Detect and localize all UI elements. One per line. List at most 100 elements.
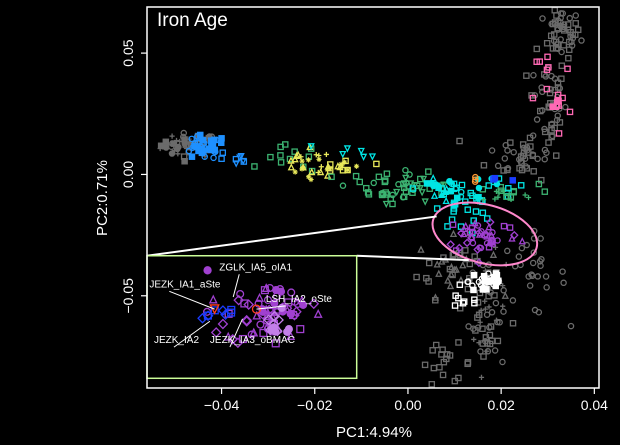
scatter-point <box>446 240 455 249</box>
scatter-point <box>479 209 487 217</box>
inset-annotation-leader <box>173 320 211 348</box>
scatter-point <box>530 72 537 79</box>
inset-point <box>263 295 273 305</box>
scatter-point <box>562 103 569 111</box>
inset-point <box>227 333 239 345</box>
scatter-point <box>510 188 517 196</box>
scatter-point <box>470 286 477 294</box>
scatter-point <box>495 194 501 200</box>
scatter-point <box>483 286 490 293</box>
scatter-point <box>555 102 562 109</box>
scatter-point <box>574 26 582 34</box>
scatter-point <box>365 191 373 198</box>
scatter-point <box>564 65 571 73</box>
scatter-point <box>339 151 347 159</box>
scatter-point <box>483 239 491 247</box>
scatter-point <box>537 262 544 270</box>
scatter-point <box>565 46 573 53</box>
scatter-point <box>492 282 499 290</box>
scatter-point <box>543 284 550 291</box>
scatter-point <box>456 281 464 288</box>
scatter-point <box>554 24 561 32</box>
scatter-point <box>308 176 314 183</box>
scatter-point <box>499 358 506 366</box>
scatter-point <box>517 158 525 165</box>
inset-annotation-label: JEZK_IA1_aSte <box>149 279 221 290</box>
scatter-point <box>442 184 451 193</box>
scatter-point <box>438 257 446 265</box>
y-tick-label: 0.05 <box>120 39 136 66</box>
scatter-point <box>317 167 325 176</box>
scatter-point <box>287 163 295 171</box>
scatter-point <box>518 244 526 252</box>
scatter-point <box>368 153 377 161</box>
scatter-point <box>438 351 445 358</box>
scatter-point <box>523 241 531 249</box>
scatter-point <box>494 162 502 170</box>
scatter-point <box>181 140 188 147</box>
scatter-point <box>472 208 480 215</box>
plot-frame <box>146 6 600 389</box>
scatter-point <box>486 340 494 348</box>
scatter-point <box>539 15 546 22</box>
scatter-point <box>356 178 363 186</box>
scatter-point <box>543 66 551 74</box>
scatter-point <box>450 205 458 212</box>
scatter-point <box>554 41 562 48</box>
inset-point <box>247 330 256 339</box>
scatter-point <box>218 155 225 162</box>
scatter-point <box>551 75 559 82</box>
scatter-point <box>482 298 488 304</box>
scatter-point <box>459 261 467 269</box>
inset-point <box>308 298 320 310</box>
inset-panel: ZGLK_IA5_oIA1 JEZK_IA1_aSte LSH_IA2_oSte JE… <box>146 215 469 380</box>
scatter-point <box>207 146 214 154</box>
scatter-point <box>507 139 514 146</box>
scatter-point <box>232 160 240 168</box>
scatter-point <box>480 162 488 169</box>
inset-annotation-label: ZGLK_IA5_oIA1 <box>219 262 292 273</box>
inset-point <box>256 320 265 329</box>
inset-annotation-leader <box>232 274 240 298</box>
scatter-point <box>423 274 430 282</box>
scatter-point <box>549 20 557 28</box>
scatter-point <box>425 168 432 175</box>
scatter-point <box>481 197 487 203</box>
scatter-point <box>446 281 455 290</box>
scatter-point <box>429 347 436 354</box>
scatter-point <box>535 180 543 188</box>
scatter-point <box>525 273 532 280</box>
scatter-point <box>475 230 484 238</box>
scatter-point <box>542 73 550 80</box>
scatter-point <box>432 296 439 304</box>
inset-connector-line <box>356 254 469 262</box>
scatter-point <box>471 219 479 227</box>
scatter-point <box>413 273 420 281</box>
scatter-point <box>470 228 477 236</box>
scatter-point <box>429 174 437 182</box>
scatter-point <box>440 254 447 261</box>
inset-connector-line <box>146 215 437 257</box>
scatter-point <box>500 303 506 309</box>
scatter-point <box>541 155 548 163</box>
scatter-point <box>489 250 498 258</box>
scatter-point <box>537 235 544 242</box>
scatter-point <box>425 259 433 267</box>
scatter-point <box>545 139 552 146</box>
scatter-point <box>161 143 169 150</box>
scatter-point <box>402 188 410 195</box>
scatter-point <box>339 163 345 169</box>
scatter-point <box>492 299 500 307</box>
scatter-point <box>560 42 567 49</box>
scatter-point <box>554 112 561 119</box>
scatter-point <box>566 14 573 22</box>
scatter-point <box>180 129 188 137</box>
scatter-point <box>327 165 333 171</box>
inset-point <box>243 299 255 310</box>
scatter-point <box>359 153 368 161</box>
scatter-point <box>378 191 386 198</box>
scatter-point <box>444 223 451 230</box>
inset-point <box>286 309 296 319</box>
scatter-point <box>554 91 562 99</box>
